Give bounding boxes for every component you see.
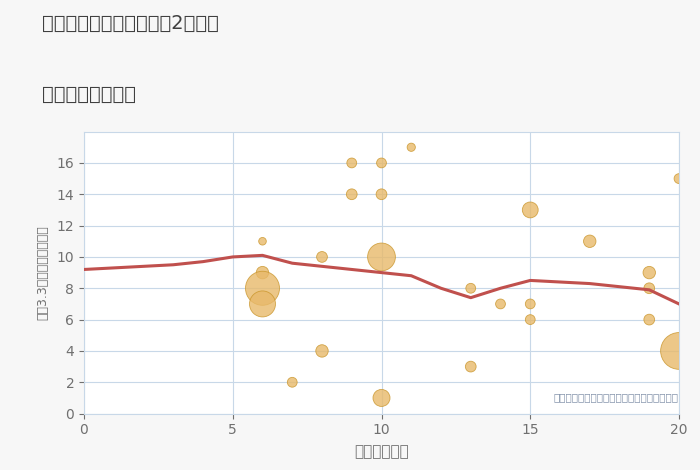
Point <box>465 363 476 370</box>
Point <box>644 316 655 323</box>
Point <box>673 347 685 355</box>
Point <box>525 300 536 308</box>
X-axis label: 駅距離（分）: 駅距離（分） <box>354 444 409 459</box>
Point <box>495 300 506 308</box>
Text: 円の大きさは、取引のあった物件面積を示す: 円の大きさは、取引のあった物件面積を示す <box>554 392 679 402</box>
Point <box>257 269 268 276</box>
Point <box>376 394 387 402</box>
Point <box>257 300 268 308</box>
Point <box>525 316 536 323</box>
Point <box>465 284 476 292</box>
Point <box>525 206 536 214</box>
Point <box>644 269 655 276</box>
Point <box>406 143 417 151</box>
Point <box>346 159 357 167</box>
Point <box>316 253 328 261</box>
Point <box>316 347 328 355</box>
Point <box>673 175 685 182</box>
Text: 三重県名張市桔梗が丘西2番町の: 三重県名張市桔梗が丘西2番町の <box>42 14 219 33</box>
Point <box>376 253 387 261</box>
Point <box>376 159 387 167</box>
Y-axis label: 坪（3.3㎡）単価（万円）: 坪（3.3㎡）単価（万円） <box>36 225 50 320</box>
Point <box>346 190 357 198</box>
Point <box>584 237 595 245</box>
Point <box>376 190 387 198</box>
Point <box>287 378 298 386</box>
Point <box>257 237 268 245</box>
Point <box>257 284 268 292</box>
Text: 駅距離別土地価格: 駅距離別土地価格 <box>42 85 136 103</box>
Point <box>644 284 655 292</box>
